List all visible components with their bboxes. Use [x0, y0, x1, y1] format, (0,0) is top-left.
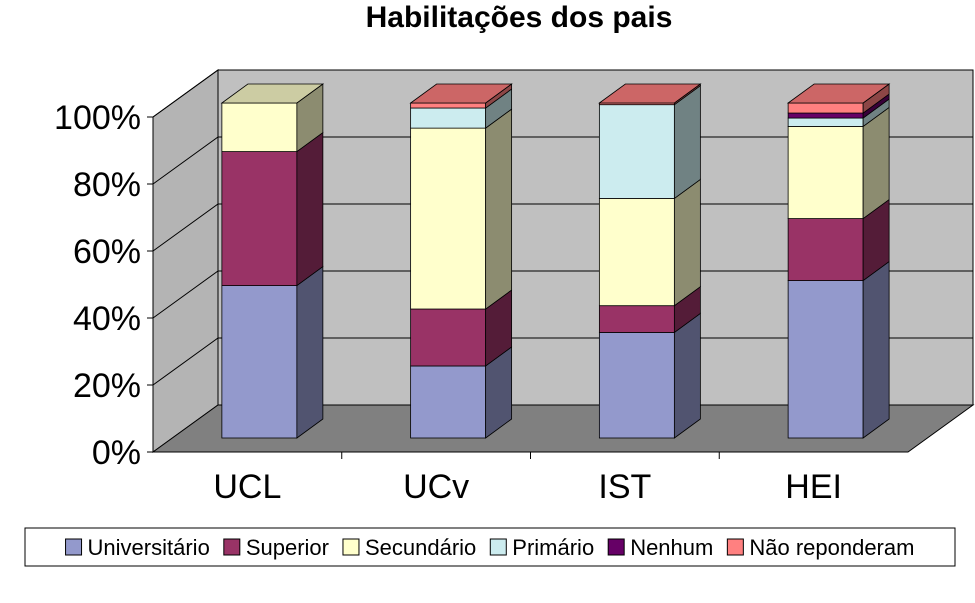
x-tick-label: UCv: [403, 468, 469, 506]
bar-top-face: [409, 83, 513, 104]
legend-swatch: [223, 538, 241, 556]
legend-item: Primário: [489, 535, 594, 560]
legend-label: Superior: [246, 535, 329, 560]
legend-label: Universitário: [88, 535, 210, 560]
legend-swatch: [489, 538, 507, 556]
bars: [220, 83, 891, 439]
bar-segment: [221, 265, 324, 439]
legend-item: Não reponderam: [726, 535, 914, 560]
gridline: [152, 337, 973, 386]
bar-segment: [598, 178, 701, 307]
y-tick-label: 100%: [54, 99, 141, 137]
y-tick-label: 60%: [73, 233, 141, 271]
y-tick-labels: 0% 20% 40% 60% 80% 100%: [54, 99, 141, 472]
legend-label: Secundário: [365, 535, 476, 560]
bar-stack-ist: [598, 83, 702, 439]
legend-item: Superior: [223, 535, 329, 560]
gridlines: [152, 69, 973, 386]
side-wall: [152, 69, 219, 453]
bar-segment: [410, 289, 513, 367]
bar-segment: [787, 260, 890, 439]
bar-segment: [787, 106, 890, 220]
bar-stack-ucv: [409, 83, 513, 439]
legend: Universitário Superior Secundário Primário N…: [24, 527, 956, 567]
bar-top-face: [220, 83, 325, 104]
legend-item: Universitário: [65, 535, 210, 560]
gridline: [152, 136, 973, 185]
legend-item: Secundário: [342, 535, 476, 560]
chart-title: Habilitações dos pais: [366, 1, 673, 34]
chart-walls: [151, 69, 975, 453]
bar-segment: [598, 84, 701, 200]
bar-segment: [410, 346, 513, 439]
x-tick-label: IST: [598, 468, 651, 506]
y-tick-label: 0%: [92, 434, 141, 472]
bar-top-face: [598, 83, 702, 104]
bar-stack-ucl: [220, 83, 325, 439]
bar-segment: [787, 198, 890, 282]
bar-segment: [598, 285, 701, 334]
bar-segment: [410, 108, 513, 310]
x-tick-label: HEI: [785, 468, 842, 506]
gridline: [152, 203, 973, 252]
bar-segment: [221, 131, 324, 287]
gridline: [152, 69, 973, 118]
x-tick-labels: UCL UCv IST HEI: [213, 468, 842, 506]
gridline: [152, 270, 973, 319]
bar-segment: [221, 83, 324, 153]
legend-label: Não reponderam: [749, 535, 914, 560]
bar-segment: [598, 312, 701, 439]
legend-swatch: [607, 538, 625, 556]
legend-swatch: [65, 538, 83, 556]
legend-swatch: [726, 538, 744, 556]
y-tick-label: 80%: [73, 166, 141, 204]
legend-swatch: [342, 538, 360, 556]
y-tick-label: 40%: [73, 300, 141, 338]
legend-label: Primário: [512, 535, 594, 560]
x-tick-label: UCL: [213, 468, 281, 506]
bar-stack-hei: [786, 83, 891, 439]
axes: [147, 116, 908, 459]
legend-item: Nenhum: [607, 535, 713, 560]
bar-top-face: [786, 83, 891, 104]
y-tick-label: 20%: [73, 367, 141, 405]
legend-label: Nenhum: [630, 535, 713, 560]
